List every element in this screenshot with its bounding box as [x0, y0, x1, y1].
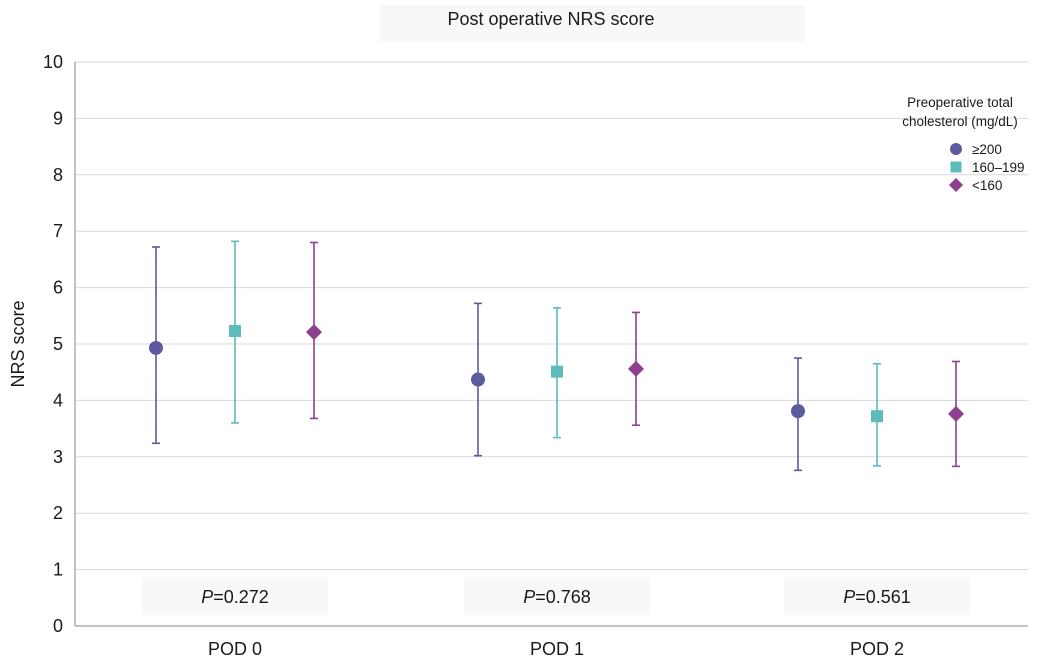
legend-marker-3	[949, 178, 963, 192]
data-markers	[149, 324, 964, 423]
p-value-annotations: P=0.272 P=0.768 P=0.561	[201, 587, 911, 607]
y-tick-label-6: 6	[53, 278, 63, 298]
y-tick-label-5: 5	[53, 334, 63, 354]
p-value-band-2	[464, 577, 650, 615]
legend-label-1: ≥200	[972, 142, 1002, 157]
p-value-band-1	[142, 577, 328, 615]
y-tick-label-0: 0	[53, 616, 63, 636]
legend-label-3: <160	[972, 178, 1002, 193]
title-band	[380, 5, 805, 42]
y-tick-labels: 0 1 2 3 4 5 6 7 8 9 10	[43, 52, 63, 636]
data-point-0-0	[149, 340, 163, 355]
p-value-prefix: P	[523, 587, 535, 607]
y-tick-label-2: 2	[53, 503, 63, 523]
legend-marker-1	[950, 143, 962, 155]
p-value-2: P=0.768	[523, 587, 591, 607]
p-value-number: =0.272	[213, 587, 269, 607]
p-value-3: P=0.561	[843, 587, 911, 607]
y-tick-label-8: 8	[53, 165, 63, 185]
legend-label-2: 160–199	[972, 160, 1025, 175]
legend-title-line-2: cholesterol (mg/dL)	[902, 114, 1018, 129]
p-value-number: =0.561	[855, 587, 911, 607]
y-tick-label-7: 7	[53, 221, 63, 241]
chart-title: Post operative NRS score	[447, 9, 654, 29]
p-value-band-3	[784, 577, 970, 615]
data-point-1-1	[551, 365, 563, 378]
x-category-label-1: POD 0	[208, 639, 262, 659]
data-point-0-1	[471, 372, 485, 387]
data-point-1-0	[229, 325, 241, 338]
data-point-1-2	[871, 410, 883, 423]
gridlines	[75, 61, 1028, 571]
data-point-2-2	[948, 405, 964, 422]
y-tick-label-9: 9	[53, 108, 63, 128]
p-value-1: P=0.272	[201, 587, 269, 607]
y-axis-label: NRS score	[8, 300, 28, 387]
y-tick-label-4: 4	[53, 390, 63, 410]
p-value-prefix: P	[201, 587, 213, 607]
x-category-labels: POD 0 POD 1 POD 2	[208, 639, 904, 659]
legend-title-line-1: Preoperative total	[907, 95, 1013, 110]
x-category-label-3: POD 2	[850, 639, 904, 659]
legend: Preoperative total cholesterol (mg/dL) ≥20…	[902, 95, 1024, 193]
y-tick-label-1: 1	[53, 560, 63, 580]
data-point-0-2	[791, 404, 805, 419]
p-value-bands	[142, 577, 970, 615]
p-value-prefix: P	[843, 587, 855, 607]
x-category-label-2: POD 1	[530, 639, 584, 659]
p-value-number: =0.768	[535, 587, 591, 607]
data-point-2-1	[628, 360, 644, 377]
y-tick-label-3: 3	[53, 447, 63, 467]
legend-marker-2	[950, 161, 962, 173]
data-point-2-0	[306, 324, 322, 341]
y-tick-label-10: 10	[43, 52, 63, 72]
